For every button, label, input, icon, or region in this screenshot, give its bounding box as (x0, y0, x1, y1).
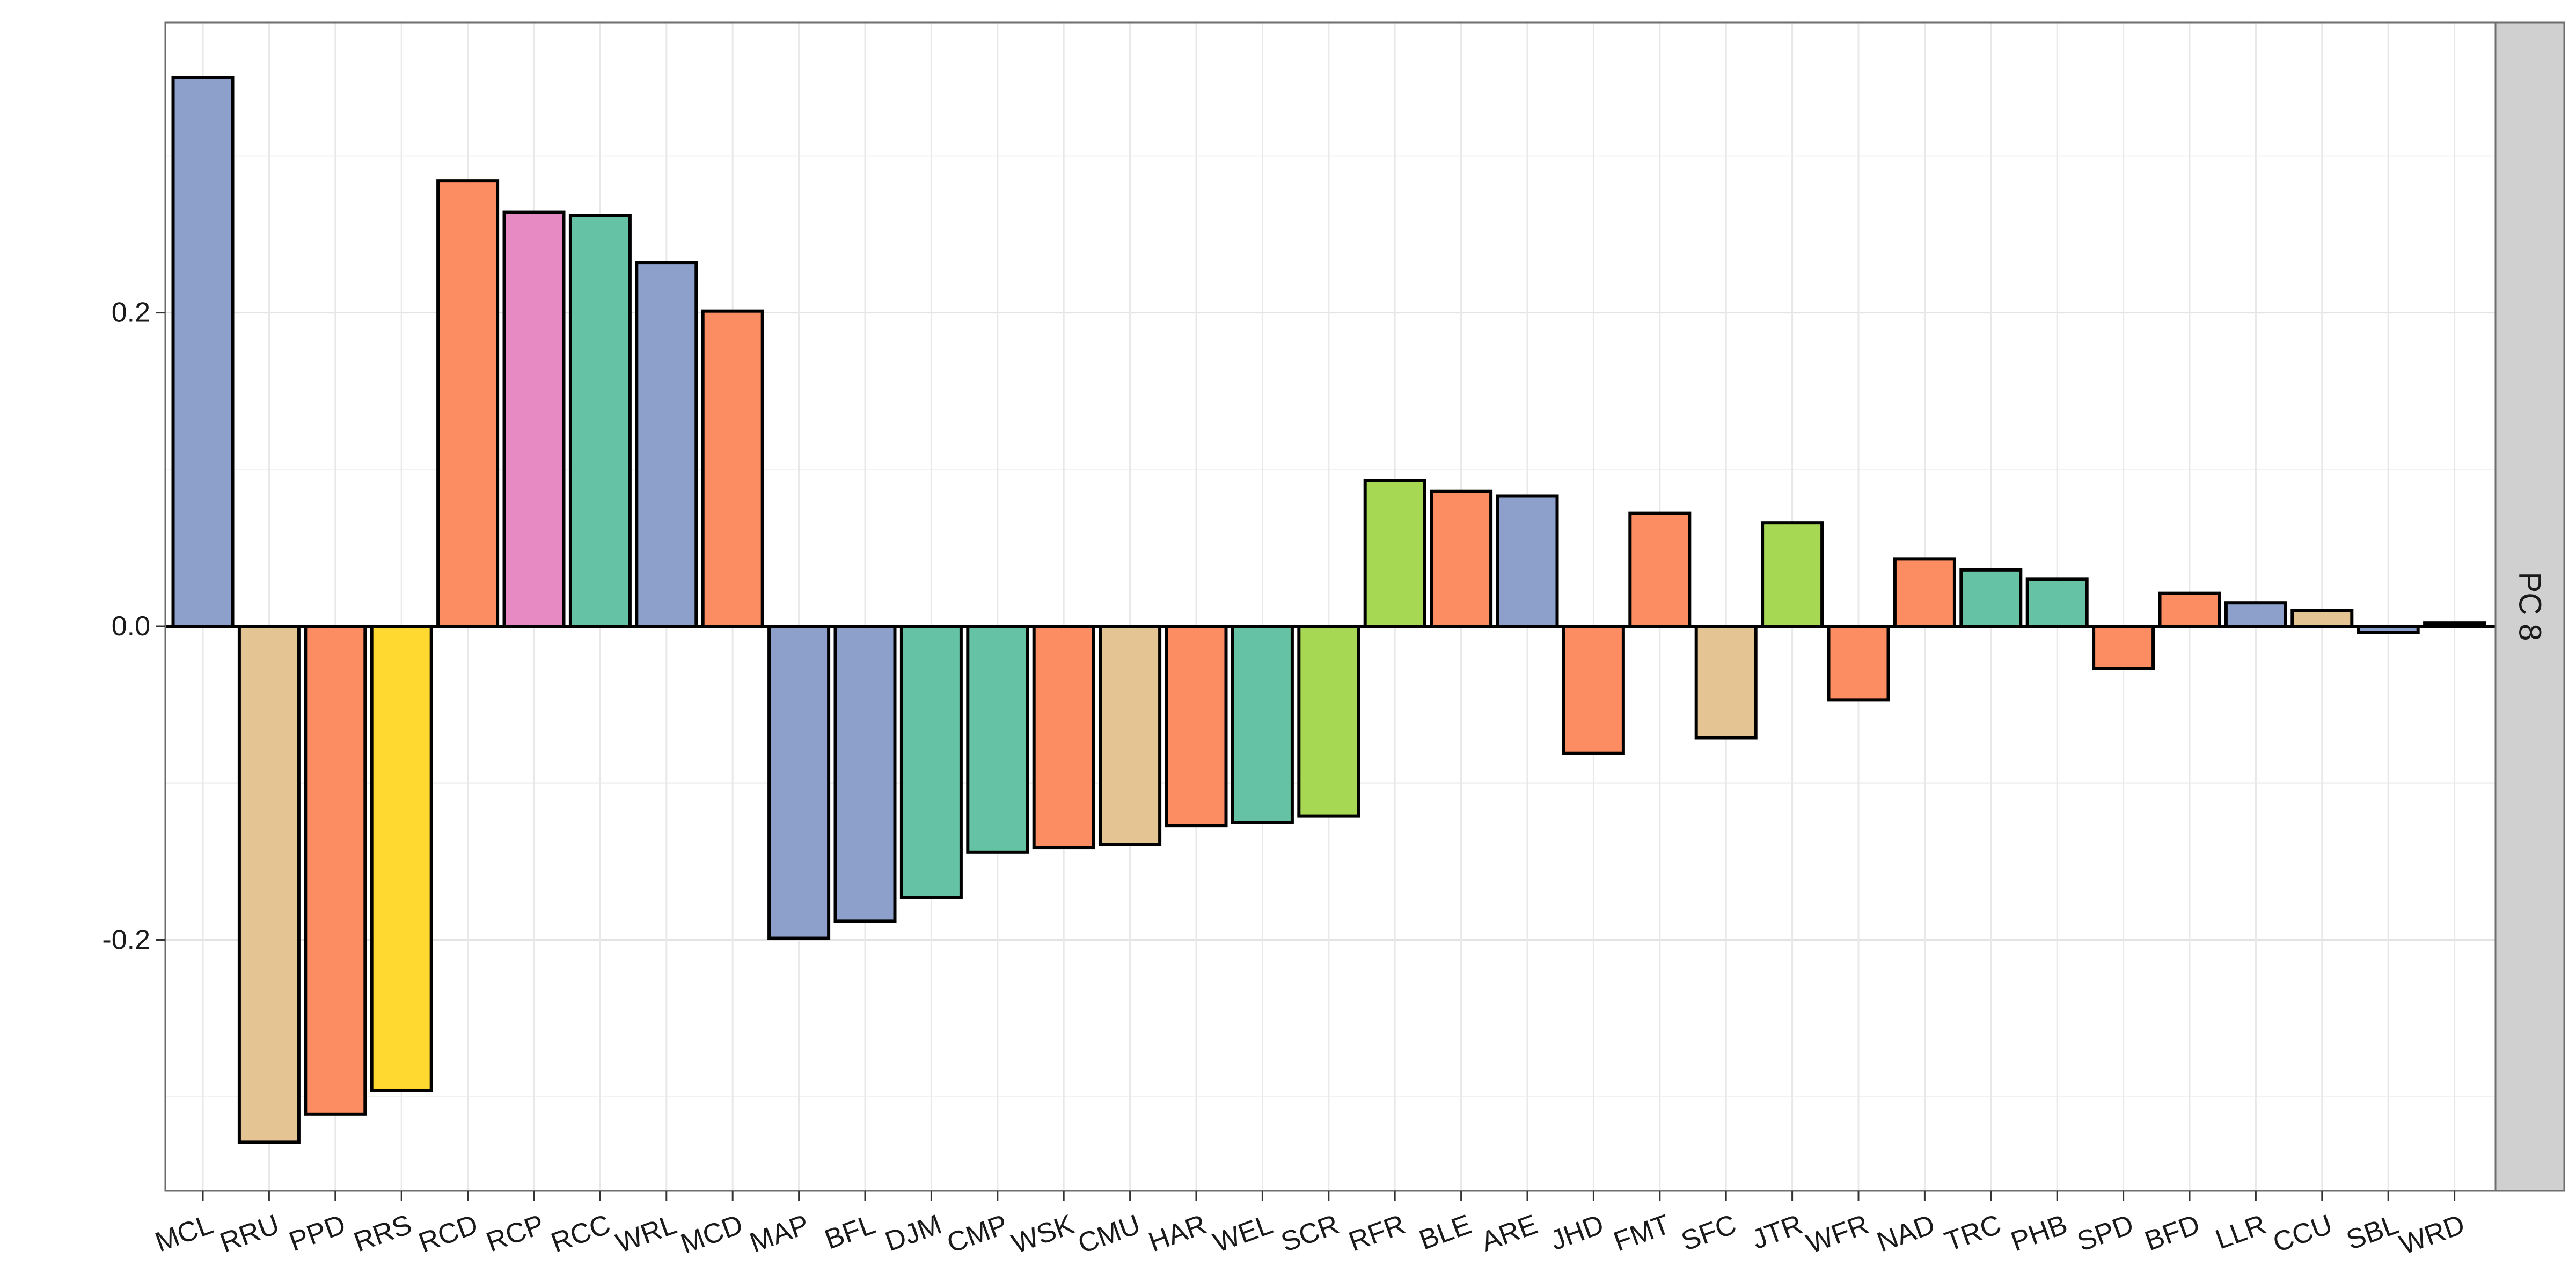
x-tick-label: WEL (1209, 1209, 1277, 1258)
bar-har (1165, 625, 1228, 828)
x-tick-label: RCP (482, 1209, 548, 1258)
x-tick-label: MCD (677, 1209, 747, 1260)
x-tick-label: CCU (2269, 1209, 2337, 1258)
bar-rru (237, 625, 301, 1144)
facet-strip-background (2494, 21, 2565, 1192)
bar-fmt (1628, 511, 1692, 628)
bar-wfr (1827, 625, 1890, 702)
x-tick-label: PPD (285, 1209, 349, 1257)
x-tick-label: SFC (1677, 1209, 1740, 1257)
bar-spd (2092, 625, 2155, 670)
y-tick-label: -0.2 (102, 924, 150, 955)
x-tick-label: JTR (1748, 1209, 1806, 1255)
bar-rfr (1363, 479, 1426, 628)
y-tick-label: 0.0 (112, 611, 150, 642)
x-tick-label: MAP (746, 1209, 814, 1258)
x-tick-label: RFR (1345, 1209, 1409, 1257)
x-tick-label: FMT (1609, 1209, 1674, 1257)
bar-djm (899, 625, 963, 899)
bar-rrs (370, 625, 433, 1092)
x-tick-label: BFD (2141, 1209, 2204, 1257)
facet-strip-label: PC 8 (2513, 572, 2548, 641)
y-tick-label: 0.2 (112, 297, 150, 328)
x-tick-label: HAR (1145, 1209, 1211, 1258)
bar-wrl (635, 261, 698, 628)
x-tick-label: RRS (350, 1209, 416, 1258)
x-tick-label: LLR (2212, 1209, 2270, 1255)
x-tick-label: CMP (943, 1209, 1012, 1259)
bar-ccu (2290, 609, 2354, 628)
x-tick-label: RRU (216, 1209, 283, 1258)
x-tick-label: SCR (1277, 1209, 1343, 1258)
bar-cmp (966, 625, 1029, 854)
x-tick-label: SBL (2343, 1209, 2403, 1256)
x-tick-label: SPD (2073, 1209, 2138, 1257)
x-tick-label: CMU (1074, 1209, 1144, 1260)
bar-rcp (502, 210, 566, 628)
x-tick-label: TRC (1941, 1209, 2005, 1257)
bar-ppd (304, 625, 367, 1116)
bar-phb (2025, 577, 2089, 628)
x-tick-label: ARE (1477, 1209, 1541, 1257)
bar-mcl (171, 76, 235, 628)
x-tick-label: RCC (547, 1209, 614, 1258)
bars (171, 76, 2486, 1144)
bar-bfl (833, 625, 897, 923)
bar-cmu (1099, 625, 1162, 846)
x-tick-label: NAD (1873, 1209, 1939, 1258)
x-tick-label: WSK (1008, 1209, 1078, 1260)
x-tick-label: PHB (2007, 1209, 2072, 1257)
bar-wsk (1032, 625, 1095, 850)
x-tick-label: WRD (2396, 1209, 2469, 1261)
bar-jtr (1761, 521, 1824, 628)
bar-nad (1893, 557, 1956, 628)
bar-rcd (436, 179, 500, 628)
bar-scr (1297, 625, 1360, 818)
x-tick-label: BFL (821, 1209, 879, 1255)
bar-are (1496, 494, 1559, 628)
bar-sfc (1694, 625, 1758, 740)
bar-map (767, 625, 831, 940)
x-tick-label: DJM (881, 1209, 946, 1257)
facet-strip: PC 8 (2494, 21, 2565, 1192)
x-tick-label: JHD (1546, 1209, 1608, 1256)
x-tick-label: RCD (415, 1209, 482, 1258)
x-tick-label: BLE (1415, 1209, 1475, 1256)
x-tick-label: MCL (151, 1209, 217, 1258)
bar-trc (1959, 568, 2023, 628)
bar-wel (1231, 625, 1294, 824)
bar-bfd (2158, 591, 2221, 628)
bar-mcd (701, 309, 764, 628)
x-tick-label: WRL (612, 1209, 680, 1259)
bar-ble (1430, 489, 1493, 628)
x-tick-label: WFR (1803, 1209, 1873, 1260)
bar-jhd (1562, 625, 1625, 755)
bar-rcc (568, 214, 632, 628)
bar-llr (2224, 601, 2287, 628)
